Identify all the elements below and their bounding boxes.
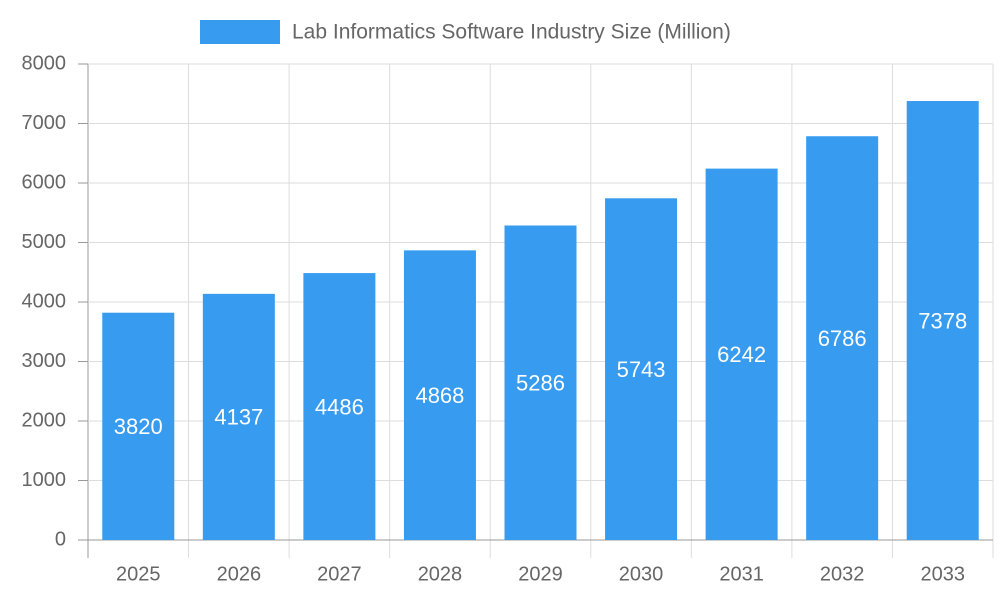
data-label: 4868 bbox=[415, 383, 464, 408]
bar bbox=[504, 225, 577, 540]
data-label: 4486 bbox=[315, 394, 364, 419]
data-label: 7378 bbox=[918, 308, 967, 333]
data-label: 4137 bbox=[214, 405, 263, 430]
y-tick-label: 4000 bbox=[22, 290, 67, 312]
x-tick-label: 2029 bbox=[518, 563, 563, 585]
bar bbox=[906, 101, 979, 540]
y-tick-label: 3000 bbox=[22, 350, 67, 372]
y-tick-label: 5000 bbox=[22, 231, 67, 253]
x-tick-label: 2031 bbox=[719, 563, 764, 585]
x-tick-label: 2025 bbox=[116, 563, 161, 585]
y-tick-label: 7000 bbox=[22, 112, 67, 134]
y-tick-label: 6000 bbox=[22, 171, 67, 193]
y-tick-label: 2000 bbox=[22, 409, 67, 431]
x-tick-label: 2026 bbox=[217, 563, 262, 585]
y-tick-label: 8000 bbox=[22, 52, 67, 74]
y-tick-label: 1000 bbox=[22, 469, 67, 491]
x-tick-label: 2028 bbox=[418, 563, 463, 585]
x-tick-label: 2030 bbox=[619, 563, 664, 585]
y-tick-label: 0 bbox=[55, 528, 66, 550]
data-label: 3820 bbox=[114, 414, 163, 439]
x-tick-label: 2032 bbox=[820, 563, 865, 585]
bar bbox=[202, 293, 275, 540]
x-tick-label: 2033 bbox=[920, 563, 965, 585]
bar bbox=[705, 168, 778, 540]
legend-swatch bbox=[200, 20, 280, 44]
bar bbox=[102, 312, 175, 540]
x-tick-label: 2027 bbox=[317, 563, 362, 585]
data-label: 6786 bbox=[818, 326, 867, 351]
bar bbox=[806, 136, 879, 540]
bar bbox=[303, 273, 376, 540]
bar bbox=[403, 250, 476, 540]
data-label: 5743 bbox=[617, 357, 666, 382]
data-label: 6242 bbox=[717, 342, 766, 367]
data-label: 5286 bbox=[516, 371, 565, 396]
bar bbox=[605, 198, 678, 540]
legend-label: Lab Informatics Software Industry Size (… bbox=[292, 21, 731, 44]
